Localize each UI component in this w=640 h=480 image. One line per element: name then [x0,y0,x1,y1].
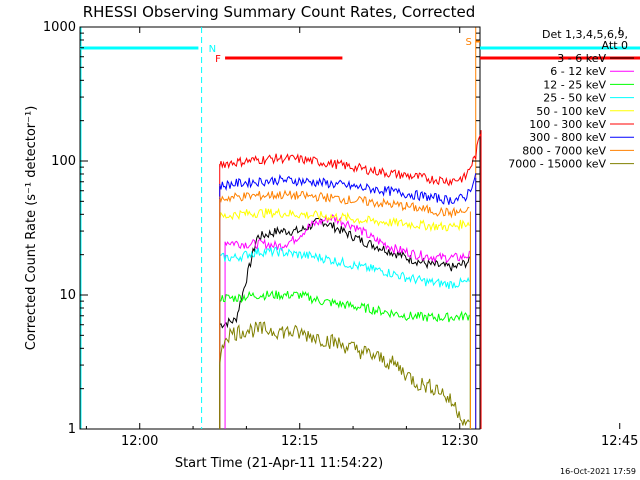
series-line [219,189,470,219]
legend-entry-label: 800 - 7000 keV [522,144,606,157]
legend-entry-label: 25 - 50 keV [543,92,606,105]
series-line [224,214,470,264]
y-tick-label: 1 [68,422,76,437]
spacecraft-flags: F S N [80,37,640,65]
series-line [219,246,470,289]
series-line [219,133,482,187]
series-line [219,321,470,427]
legend-header: Det 1,3,4,5,6,9, [542,28,628,41]
series-line [219,218,470,329]
x-tick-label: 12:00 [121,434,158,449]
legend-entry-label: 7000 - 15000 keV [508,158,606,171]
chart-title: RHESSI Observing Summary Count Rates, Co… [83,3,476,21]
plot-frame [79,26,481,430]
night-flag-label: N [209,44,216,55]
legend-header: Att 0 [602,39,628,52]
saa-flag-label: S [466,37,472,48]
x-axis-label: Start Time (21-Apr-11 11:54:22) [175,456,383,471]
x-tick-label: 12:30 [441,434,478,449]
y-tick-label: 1000 [43,20,76,35]
x-tick-label: 12:15 [281,434,318,449]
y-axis-label: Corrected Count Rate (s⁻¹ detector⁻¹) [24,106,39,351]
y-tick-label: 100 [51,154,76,169]
series-line [219,173,477,205]
y-ticks: 1 10 100 1000 [43,20,480,437]
legend-entry-label: 3 - 6 keV [557,52,606,65]
series-line [219,290,470,323]
flare-flag-label: F [215,54,221,65]
series-lines [219,130,482,429]
y-tick-label: 10 [59,288,76,303]
legend-entry-label: 100 - 300 keV [529,118,606,131]
legend-entry-label: 50 - 100 keV [536,105,606,118]
legend-entry-label: 6 - 12 keV [550,65,606,78]
legend-entry-label: 12 - 25 keV [543,78,606,91]
series-line [219,207,470,233]
legend-entry-label: 300 - 800 keV [529,131,606,144]
x-tick-label: 12:45 [601,434,638,449]
timestamp: 16-Oct-2021 17:59 [560,467,636,476]
